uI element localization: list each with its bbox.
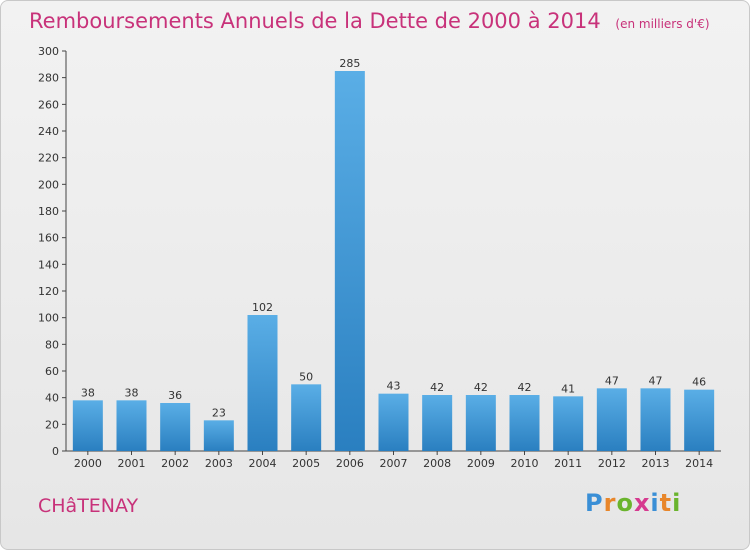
- x-tick-label-2004: 2004: [249, 457, 277, 470]
- value-label-2012: 47: [605, 374, 619, 387]
- value-label-2009: 42: [474, 381, 488, 394]
- chart-unit: (en milliers d'€): [615, 17, 710, 31]
- logo-letter: o: [616, 489, 634, 517]
- logo-letter: i: [672, 489, 682, 517]
- y-tick-label: 80: [45, 338, 59, 351]
- value-label-2000: 38: [81, 386, 95, 399]
- bar-2014: [684, 389, 715, 451]
- y-tick-label: 220: [38, 152, 59, 165]
- logo-letter: r: [603, 489, 617, 517]
- x-tick-label-2011: 2011: [554, 457, 582, 470]
- value-label-2001: 38: [125, 386, 139, 399]
- x-tick-label-2013: 2013: [642, 457, 670, 470]
- x-tick-label-2008: 2008: [423, 457, 451, 470]
- x-tick-label-2001: 2001: [118, 457, 146, 470]
- x-tick-label-2009: 2009: [467, 457, 495, 470]
- bar-2009: [465, 395, 496, 451]
- bar-2003: [203, 420, 234, 451]
- value-label-2003: 23: [212, 406, 226, 419]
- x-tick-label-2010: 2010: [511, 457, 539, 470]
- y-tick-label: 20: [45, 418, 59, 431]
- y-tick-label: 140: [38, 258, 59, 271]
- y-tick-label: 200: [38, 178, 59, 191]
- y-tick-label: 60: [45, 365, 59, 378]
- bar-2005: [291, 384, 322, 451]
- logo-letter: t: [659, 489, 673, 517]
- value-label-2004: 102: [252, 301, 273, 314]
- x-tick-label-2000: 2000: [74, 457, 102, 470]
- value-label-2008: 42: [430, 381, 444, 394]
- value-label-2006: 285: [339, 57, 360, 70]
- y-tick-label: 0: [52, 445, 59, 458]
- chart-title: Remboursements Annuels de la Dette de 20…: [29, 9, 710, 33]
- value-label-2014: 46: [692, 376, 706, 389]
- y-tick-label: 240: [38, 125, 59, 138]
- value-label-2007: 43: [387, 380, 401, 393]
- y-tick-label: 120: [38, 285, 59, 298]
- bars: [72, 71, 715, 451]
- x-tick-label-2012: 2012: [598, 457, 626, 470]
- x-tick-label-2006: 2006: [336, 457, 364, 470]
- x-tick-label-2003: 2003: [205, 457, 233, 470]
- value-label-2013: 47: [649, 374, 663, 387]
- logo-letter: P: [585, 489, 604, 517]
- value-label-2002: 36: [168, 389, 182, 402]
- bar-2002: [160, 403, 191, 451]
- bar-2012: [596, 388, 627, 451]
- bar-2007: [378, 393, 409, 451]
- bar-2006: [334, 71, 365, 451]
- chart-title-text: Remboursements Annuels de la Dette de 20…: [29, 9, 601, 33]
- y-tick-label: 260: [38, 98, 59, 111]
- x-tick-label-2005: 2005: [292, 457, 320, 470]
- bar-2011: [553, 396, 584, 451]
- bar-2004: [247, 315, 278, 451]
- bar-2001: [116, 400, 147, 451]
- value-labels: 38 38 36 23 102 50 285 43 42 42 42 41 47 47 46: [81, 57, 706, 419]
- value-label-2005: 50: [299, 370, 313, 383]
- y-tick-label: 180: [38, 205, 59, 218]
- y-tick-label: 100: [38, 312, 59, 325]
- x-axis: 2000 2001 2002 2003 2004 2005 2006 2007 2008 2009…: [66, 450, 721, 470]
- town-name: CHâTENAY: [38, 495, 139, 517]
- value-label-2011: 41: [561, 382, 575, 395]
- bar-2008: [422, 395, 453, 451]
- bar-2000: [72, 400, 103, 451]
- y-tick-label: 300: [38, 45, 59, 58]
- logo-letter: x: [633, 489, 651, 517]
- x-tick-label-2002: 2002: [161, 457, 189, 470]
- bar-2013: [640, 388, 671, 451]
- y-axis: 0 20 40 60 80 100 120 140 160 180 200 220 240 260 280 3…: [38, 45, 67, 458]
- value-label-2010: 42: [518, 381, 532, 394]
- bar-2010: [509, 395, 540, 451]
- x-tick-label-2007: 2007: [380, 457, 408, 470]
- x-tick-label-2014: 2014: [685, 457, 713, 470]
- logo-letter: i: [650, 489, 660, 517]
- y-tick-label: 280: [38, 72, 59, 85]
- y-tick-label: 40: [45, 392, 59, 405]
- proxiti-logo[interactable]: Proxiti: [585, 489, 681, 517]
- y-tick-label: 160: [38, 232, 59, 245]
